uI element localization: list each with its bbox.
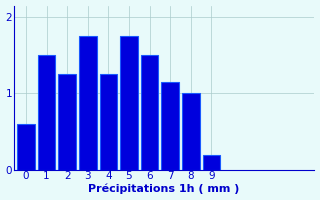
Bar: [58, 74, 76, 170]
Bar: [141, 55, 158, 170]
Bar: [120, 36, 138, 170]
Bar: [100, 74, 117, 170]
Bar: [38, 55, 55, 170]
Bar: [161, 82, 179, 170]
X-axis label: Précipitations 1h ( mm ): Précipitations 1h ( mm ): [88, 184, 240, 194]
Bar: [79, 36, 97, 170]
Bar: [182, 93, 200, 170]
Bar: [203, 155, 220, 170]
Bar: [17, 124, 35, 170]
